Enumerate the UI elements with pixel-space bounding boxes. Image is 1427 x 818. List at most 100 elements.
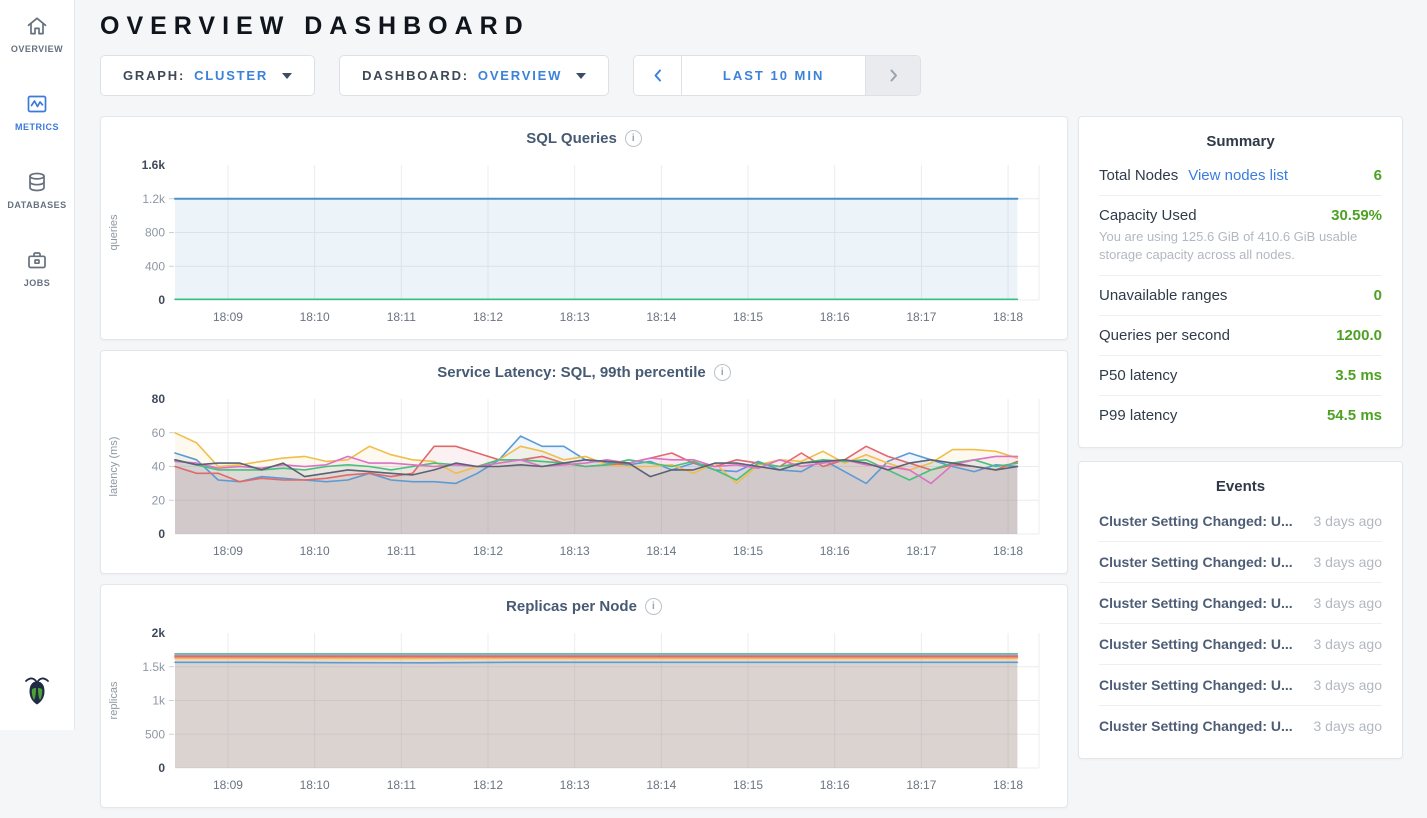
event-row: Cluster Setting Changed: U... 3 days ago <box>1099 624 1382 665</box>
summary-row-label: Queries per second <box>1099 327 1230 344</box>
summary-row-label: Total Nodes <box>1099 167 1179 184</box>
summary-row: Capacity Used 30.59% You are using 125.6 G… <box>1099 196 1382 276</box>
summary-row-value: 1200.0 <box>1336 327 1382 344</box>
svg-text:18:13: 18:13 <box>560 544 590 558</box>
svg-text:2k: 2k <box>152 626 166 640</box>
event-row: Cluster Setting Changed: U... 3 days ago <box>1099 706 1382 746</box>
summary-row-value: 0 <box>1373 287 1382 304</box>
svg-text:18:15: 18:15 <box>733 778 763 792</box>
svg-text:18:17: 18:17 <box>906 310 936 324</box>
sidebar-item-label: METRICS <box>14 122 59 132</box>
sidebar-item-overview[interactable]: OVERVIEW <box>7 14 66 54</box>
summary-rows: Total Nodes View nodes list 6 Capacity Used… <box>1099 156 1382 435</box>
event-timestamp: 3 days ago <box>1313 554 1383 570</box>
chart-title-text: Service Latency: SQL, 99th percentile <box>437 364 706 381</box>
dashboard-body: SQL Queries i 0 400 800 1.2k 1.6k 18:09 18:10 18:… <box>100 116 1403 818</box>
toolbar: GRAPH: CLUSTER DASHBOARD: OVERVIEW LAST … <box>100 55 1403 96</box>
summary-row-label: P99 latency <box>1099 407 1178 424</box>
graph-dropdown[interactable]: GRAPH: CLUSTER <box>100 55 316 96</box>
database-icon <box>25 170 49 194</box>
event-text: Cluster Setting Changed: U... <box>1099 554 1293 570</box>
svg-text:18:13: 18:13 <box>560 310 590 324</box>
time-range-label[interactable]: LAST 10 MIN <box>682 56 866 95</box>
summary-row-line: Unavailable ranges 0 <box>1099 287 1382 304</box>
event-timestamp: 3 days ago <box>1313 677 1383 693</box>
svg-text:1.6k: 1.6k <box>142 158 166 172</box>
event-text: Cluster Setting Changed: U... <box>1099 718 1293 734</box>
summary-row: Queries per second 1200.0 <box>1099 316 1382 356</box>
svg-text:replicas: replicas <box>108 681 120 719</box>
svg-text:18:12: 18:12 <box>473 544 503 558</box>
summary-row-label: Capacity Used <box>1099 207 1197 224</box>
svg-text:18:16: 18:16 <box>820 544 850 558</box>
summary-row-value: 6 <box>1373 167 1382 184</box>
events-title: Events <box>1215 478 1266 495</box>
svg-text:18:14: 18:14 <box>646 310 676 324</box>
svg-text:18:14: 18:14 <box>646 544 676 558</box>
svg-text:0: 0 <box>158 527 165 541</box>
event-row: Cluster Setting Changed: U... 3 days ago <box>1099 583 1382 624</box>
dashboard-dropdown[interactable]: DASHBOARD: OVERVIEW <box>339 55 610 96</box>
sidebar-item-databases[interactable]: DATABASES <box>7 170 66 210</box>
chart-title-text: SQL Queries <box>526 130 617 147</box>
events-list: Cluster Setting Changed: U... 3 days ago C… <box>1099 501 1382 746</box>
svg-text:18:16: 18:16 <box>820 778 850 792</box>
event-timestamp: 3 days ago <box>1313 718 1383 734</box>
main-content: OVERVIEW DASHBOARD GRAPH: CLUSTER DASHBO… <box>75 0 1427 808</box>
chart-title: Replicas per Node i <box>101 598 1067 615</box>
time-prev-button[interactable] <box>634 56 683 95</box>
event-timestamp: 3 days ago <box>1313 595 1383 611</box>
chart-card-service-latency-sql-99th-percentile: Service Latency: SQL, 99th percentile i 0 2… <box>100 350 1068 574</box>
sidebar-nav: OVERVIEW METRICS DATABASES JOBS <box>7 14 66 326</box>
chevron-right-icon <box>890 69 897 82</box>
svg-text:18:18: 18:18 <box>993 778 1023 792</box>
svg-text:18:11: 18:11 <box>387 544 416 558</box>
replicas-per-node-chart: 0 500 1k 1.5k 2k 18:09 18:10 18:11 18:12 18:13 18:… <box>108 626 1040 792</box>
briefcase-icon <box>25 248 49 272</box>
summary-row-line: Total Nodes View nodes list 6 <box>1099 167 1382 184</box>
events-panel: Events Cluster Setting Changed: U... 3 da… <box>1078 461 1403 759</box>
info-icon[interactable]: i <box>713 364 731 381</box>
sidebar-item-jobs[interactable]: JOBS <box>7 248 66 288</box>
svg-text:18:11: 18:11 <box>387 310 416 324</box>
graph-dropdown-label: GRAPH: <box>123 68 186 83</box>
summary-row-line: P50 latency 3.5 ms <box>1099 367 1382 384</box>
dashboard-dropdown-value: OVERVIEW <box>477 68 563 83</box>
svg-text:1k: 1k <box>152 694 166 708</box>
svg-text:0: 0 <box>158 293 165 307</box>
svg-text:18:10: 18:10 <box>300 310 330 324</box>
svg-text:80: 80 <box>152 392 166 406</box>
summary-row: Unavailable ranges 0 <box>1099 276 1382 316</box>
chart-title: SQL Queries i <box>101 130 1067 147</box>
summary-panel: Summary Total Nodes View nodes list 6 Capac… <box>1078 116 1403 448</box>
sidebar-item-metrics[interactable]: METRICS <box>7 92 66 132</box>
info-icon[interactable]: i <box>644 598 662 615</box>
summary-row-label: Unavailable ranges <box>1099 287 1228 304</box>
sidebar-item-label: JOBS <box>23 278 51 288</box>
event-text: Cluster Setting Changed: U... <box>1099 513 1293 529</box>
metrics-icon <box>25 92 49 116</box>
svg-text:60: 60 <box>152 426 166 440</box>
summary-row-value: 3.5 ms <box>1335 367 1382 384</box>
svg-text:queries: queries <box>108 214 120 251</box>
svg-text:18:16: 18:16 <box>820 310 850 324</box>
right-column: Summary Total Nodes View nodes list 6 Capac… <box>1078 116 1403 759</box>
chevron-down-icon <box>282 72 293 79</box>
summary-row-caption: You are using 125.6 GiB of 410.6 GiB usa… <box>1099 229 1358 262</box>
time-next-button[interactable] <box>865 56 921 95</box>
svg-text:18:12: 18:12 <box>473 310 503 324</box>
chart-card-replicas-per-node: Replicas per Node i 0 500 1k 1.5k 2k 18:09 18:10… <box>100 584 1068 808</box>
chart-card-sql-queries: SQL Queries i 0 400 800 1.2k 1.6k 18:09 18:10 18:… <box>100 116 1068 340</box>
info-icon[interactable]: i <box>624 130 642 147</box>
svg-text:400: 400 <box>145 259 165 273</box>
summary-row-line: Capacity Used 30.59% <box>1099 207 1382 224</box>
view-nodes-link[interactable]: View nodes list <box>1188 167 1288 184</box>
svg-text:18:09: 18:09 <box>213 310 243 324</box>
graph-dropdown-value: CLUSTER <box>194 68 269 83</box>
svg-text:18:10: 18:10 <box>300 778 330 792</box>
page-title: OVERVIEW DASHBOARD <box>100 12 530 40</box>
summary-row-label: P50 latency <box>1099 367 1178 384</box>
service-latency-sql-99th-percentile-chart: 0 20 40 60 80 18:09 18:10 18:11 18:12 18:13 18:14 1… <box>108 392 1040 558</box>
summary-row: P50 latency 3.5 ms <box>1099 356 1382 396</box>
sql-queries-chart: 0 400 800 1.2k 1.6k 18:09 18:10 18:11 18:12 18:13… <box>108 158 1040 324</box>
